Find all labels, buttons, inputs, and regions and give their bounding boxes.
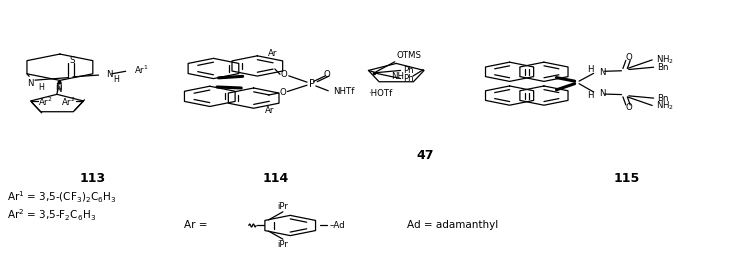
Text: O: O: [324, 70, 330, 79]
Text: Ar$^2$ = 3,5-F$_2$C$_6$H$_3$: Ar$^2$ = 3,5-F$_2$C$_6$H$_3$: [7, 208, 96, 223]
Text: 115: 115: [614, 172, 640, 185]
Text: OTMS: OTMS: [396, 50, 421, 60]
Text: iPr: iPr: [277, 240, 288, 249]
Text: P: P: [309, 79, 315, 89]
Text: N: N: [27, 79, 34, 88]
Text: O: O: [625, 53, 632, 62]
Text: 113: 113: [80, 172, 106, 185]
Text: Ar$^1$ = 3,5-(CF$_3$)$_2$C$_6$H$_3$: Ar$^1$ = 3,5-(CF$_3$)$_2$C$_6$H$_3$: [7, 190, 117, 205]
Text: Bn: Bn: [657, 63, 669, 72]
Text: Ar$^2$: Ar$^2$: [61, 96, 76, 109]
Text: N: N: [599, 89, 606, 98]
Text: Ph: Ph: [404, 74, 414, 83]
Text: S: S: [70, 56, 75, 65]
Text: 114: 114: [263, 172, 288, 185]
Text: N: N: [55, 83, 62, 92]
Text: Ph: Ph: [404, 66, 414, 75]
Text: H: H: [38, 83, 44, 92]
Text: Ar: Ar: [269, 49, 277, 58]
Text: Ar$^2$: Ar$^2$: [38, 96, 53, 109]
Text: Ar =: Ar =: [184, 220, 208, 230]
Text: iPr: iPr: [277, 202, 288, 211]
Text: N: N: [599, 68, 606, 77]
Text: Ad = adamanthyl: Ad = adamanthyl: [407, 220, 498, 230]
Text: 47: 47: [417, 149, 435, 162]
Text: Ar: Ar: [265, 106, 274, 115]
Text: H: H: [586, 91, 593, 100]
Text: –Ad: –Ad: [330, 221, 345, 230]
Text: O: O: [280, 88, 286, 97]
Text: H: H: [586, 65, 593, 74]
Text: Ar$^1$: Ar$^1$: [134, 64, 148, 76]
Text: N: N: [106, 70, 112, 79]
Text: NH: NH: [391, 72, 404, 81]
Text: NHTf: NHTf: [333, 87, 354, 96]
Text: N: N: [55, 85, 62, 94]
Text: H: H: [113, 75, 119, 84]
Text: Bn: Bn: [657, 94, 669, 103]
Text: NH$_2$: NH$_2$: [656, 54, 674, 66]
Text: ·HOTf: ·HOTf: [368, 89, 393, 98]
Text: O: O: [281, 70, 288, 79]
Text: NH$_2$: NH$_2$: [656, 100, 674, 112]
Text: O: O: [625, 103, 632, 112]
